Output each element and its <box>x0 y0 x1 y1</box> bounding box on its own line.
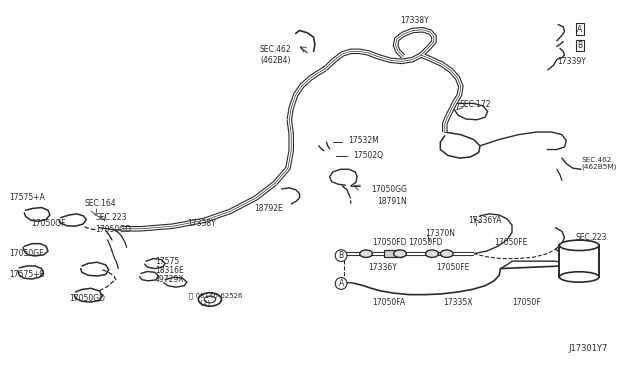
Text: 18316E: 18316E <box>155 266 184 275</box>
Text: 17336YA: 17336YA <box>468 216 502 225</box>
Text: B: B <box>577 41 582 50</box>
Circle shape <box>360 250 372 257</box>
Text: A: A <box>577 25 582 33</box>
Text: 17532M: 17532M <box>348 136 379 145</box>
Bar <box>384 250 402 257</box>
Text: B: B <box>339 251 344 260</box>
Text: 17502Q: 17502Q <box>353 151 383 160</box>
Text: SEC.462
(462B5M): SEC.462 (462B5M) <box>581 157 616 170</box>
Text: 17339Y: 17339Y <box>557 57 586 66</box>
Text: 17050F: 17050F <box>512 298 541 307</box>
Text: SEC.462
(462B4): SEC.462 (462B4) <box>259 45 291 65</box>
Text: 49729X: 49729X <box>155 275 184 283</box>
Text: J17301Y7: J17301Y7 <box>568 344 608 353</box>
Text: 17050FD: 17050FD <box>372 238 407 247</box>
Text: 17050GG: 17050GG <box>371 185 407 194</box>
Circle shape <box>440 250 453 257</box>
Text: 17050FE: 17050FE <box>436 263 470 272</box>
Circle shape <box>198 293 221 306</box>
Text: 17050FA: 17050FA <box>372 298 406 307</box>
Text: 17050FE: 17050FE <box>494 238 527 247</box>
Text: 17050GD: 17050GD <box>95 225 131 234</box>
Circle shape <box>394 250 406 257</box>
Text: 17575+A: 17575+A <box>9 193 45 202</box>
Text: 17050GF: 17050GF <box>9 249 44 258</box>
Text: 17050GD: 17050GD <box>69 294 105 303</box>
Ellipse shape <box>559 240 599 251</box>
Text: SEC.172: SEC.172 <box>460 100 491 109</box>
Text: 17575: 17575 <box>155 257 179 266</box>
Text: 18791N: 18791N <box>378 197 407 206</box>
Text: 18792E: 18792E <box>254 204 283 213</box>
Text: 17338Y: 17338Y <box>401 16 429 25</box>
Circle shape <box>426 250 438 257</box>
Circle shape <box>204 296 216 303</box>
Text: 17575+B: 17575+B <box>9 270 45 279</box>
Bar <box>559 246 599 277</box>
Ellipse shape <box>559 272 599 282</box>
Text: 17338Y: 17338Y <box>187 219 216 228</box>
Text: 17050FD: 17050FD <box>408 238 443 247</box>
Text: 17370N: 17370N <box>426 229 456 238</box>
Text: 17336Y: 17336Y <box>369 263 397 272</box>
Text: SEC.223: SEC.223 <box>96 213 127 222</box>
Text: 17335X: 17335X <box>443 298 472 307</box>
Text: A: A <box>339 279 344 288</box>
Text: Ⓡ 08146-62526
     (2): Ⓡ 08146-62526 (2) <box>189 292 243 306</box>
Text: SEC.164: SEC.164 <box>84 199 116 208</box>
Text: SEC.223: SEC.223 <box>576 233 607 242</box>
Text: 17050GF: 17050GF <box>31 219 65 228</box>
